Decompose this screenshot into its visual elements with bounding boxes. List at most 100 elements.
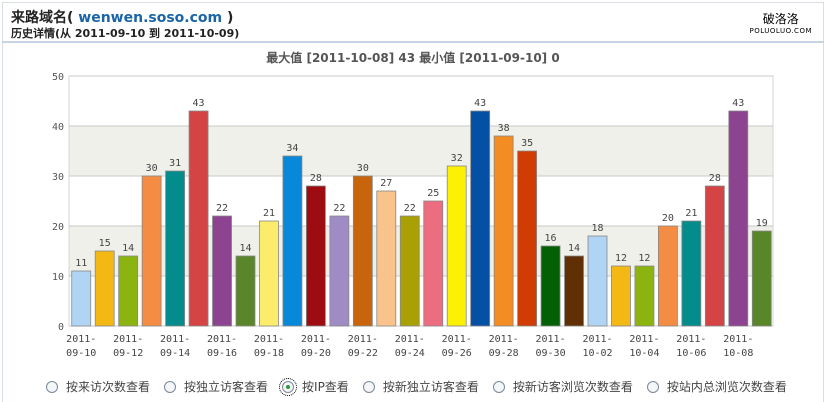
bar [493, 135, 514, 327]
x-tick-label: 2011- [348, 334, 378, 345]
radio-option[interactable]: 按IP查看 [279, 377, 349, 396]
bar [634, 265, 655, 327]
bar [681, 220, 702, 327]
x-tick-label: 10-06 [676, 348, 706, 359]
data-label: 15 [99, 238, 111, 249]
x-tick-label: 09-12 [113, 348, 143, 359]
bar [728, 110, 749, 327]
x-tick-label: 09-28 [489, 348, 519, 359]
radio-button[interactable] [492, 380, 505, 393]
x-tick-label: 2011- [207, 334, 237, 345]
x-tick-label: 2011- [536, 334, 566, 345]
grid-band [69, 126, 773, 176]
data-label: 38 [498, 123, 510, 134]
radio-button[interactable] [362, 380, 375, 393]
data-label: 18 [591, 223, 603, 234]
header: 来路域名( wenwen.soso.com ) 历史详情(从 2011-09-1… [2, 2, 824, 43]
title-suffix: ) [227, 10, 234, 26]
data-label: 14 [239, 243, 251, 254]
radio-button[interactable] [279, 377, 298, 396]
bar [446, 165, 467, 327]
data-label: 30 [357, 163, 369, 174]
radio-option[interactable]: 按新独立访客查看 [362, 378, 479, 395]
data-label: 22 [404, 203, 416, 214]
data-label: 12 [638, 253, 650, 264]
bar [94, 250, 115, 327]
x-tick-label: 09-18 [254, 348, 284, 359]
data-label: 28 [709, 173, 721, 184]
data-label: 43 [193, 98, 205, 109]
x-tick-label: 09-16 [207, 348, 237, 359]
data-label: 21 [263, 208, 275, 219]
bar [751, 230, 772, 327]
data-label: 34 [286, 143, 298, 154]
radio-label: 按新独立访客查看 [382, 380, 479, 394]
radio-option[interactable]: 按来访次数查看 [46, 378, 150, 395]
bar [282, 155, 303, 327]
bar [540, 245, 561, 327]
data-label: 43 [474, 98, 486, 109]
x-tick-label: 2011- [723, 334, 753, 345]
radio-label: 按新访客浏览次数查看 [512, 380, 633, 394]
x-tick-label: 2011- [629, 334, 659, 345]
bar [352, 175, 373, 327]
x-tick-label: 2011- [442, 334, 472, 345]
bar [611, 265, 631, 327]
x-tick-label: 09-22 [348, 348, 378, 359]
radio-button[interactable] [646, 380, 659, 393]
x-tick-label: 2011- [254, 334, 284, 345]
data-label: 19 [756, 218, 768, 229]
bar [141, 175, 162, 327]
bar [71, 270, 92, 327]
chart-summary: 最大值 [2011-10-08] 43 最小值 [2011-09-10] 0 [266, 51, 560, 65]
data-label: 20 [662, 213, 674, 224]
x-tick-label: 09-30 [536, 348, 566, 359]
x-tick-label: 2011- [489, 334, 519, 345]
data-label: 31 [169, 158, 181, 169]
radio-label: 按来访次数查看 [66, 380, 151, 394]
bar [399, 215, 420, 327]
radio-option[interactable]: 按独立访客查看 [164, 378, 268, 395]
radio-button[interactable] [164, 380, 177, 393]
bar [165, 170, 186, 327]
logo-cn: 破洛洛 [762, 12, 799, 26]
data-label: 16 [545, 233, 557, 244]
y-tick-label: 30 [52, 172, 64, 183]
y-tick-label: 50 [52, 72, 64, 83]
bar [470, 110, 491, 327]
data-label: 11 [75, 258, 87, 269]
data-label: 22 [216, 203, 228, 214]
x-tick-label: 2011- [395, 334, 425, 345]
radio-option[interactable]: 按站内总浏览次数查看 [646, 378, 787, 395]
title-prefix: 来路域名( [11, 10, 74, 26]
x-tick-label: 09-24 [395, 348, 425, 359]
y-tick-label: 10 [52, 272, 64, 283]
data-label: 35 [521, 138, 533, 149]
radio-label: 按IP查看 [302, 380, 349, 394]
bar [658, 225, 678, 327]
bar [118, 255, 139, 327]
bar [235, 255, 256, 327]
data-label: 12 [615, 253, 627, 264]
bar [587, 235, 608, 327]
domain-link[interactable]: wenwen.soso.com [78, 10, 223, 26]
y-tick-label: 40 [52, 122, 64, 133]
bar [517, 150, 537, 327]
radio-label: 按站内总浏览次数查看 [666, 380, 787, 394]
x-tick-label: 2011- [160, 334, 190, 345]
bar [305, 185, 326, 327]
data-label: 43 [732, 98, 744, 109]
x-tick-label: 2011- [113, 334, 143, 345]
x-tick-label: 09-10 [66, 348, 96, 359]
data-label: 30 [146, 163, 158, 174]
x-tick-label: 10-02 [582, 348, 612, 359]
bar [259, 220, 279, 327]
data-label: 28 [310, 173, 322, 184]
radio-option[interactable]: 按新访客浏览次数查看 [492, 378, 633, 395]
x-tick-label: 10-08 [723, 348, 753, 359]
x-tick-label: 10-04 [629, 348, 659, 359]
x-tick-label: 09-14 [160, 348, 190, 359]
radio-button[interactable] [46, 380, 58, 393]
data-label: 22 [333, 203, 345, 214]
view-mode-radio-group: 按来访次数查看 按独立访客查看 按IP查看 按新独立访客查看 按新访客浏览次数查看 按站内… [46, 377, 801, 396]
